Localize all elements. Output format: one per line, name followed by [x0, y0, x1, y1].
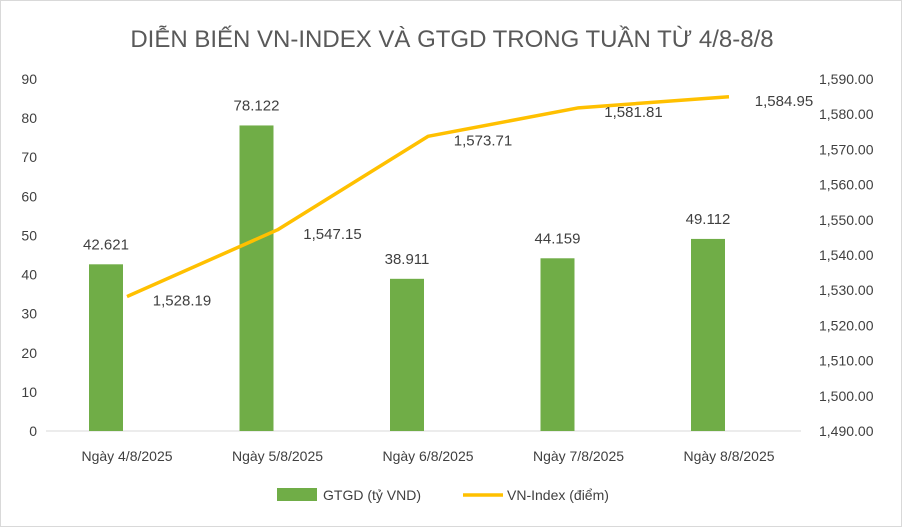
- y-left-tick-label: 40: [21, 267, 37, 283]
- y-right-tick-label: 1,560.00: [819, 177, 874, 193]
- bar-gtgd: [540, 258, 575, 431]
- y-left-tick-label: 10: [21, 384, 37, 400]
- x-tick-label: Ngày 5/8/2025: [232, 448, 323, 464]
- y-right-tick-label: 1,490.00: [819, 423, 874, 439]
- x-tick-label: Ngày 4/8/2025: [81, 448, 172, 464]
- legend-label-vnindex: VN-Index (điểm): [507, 487, 609, 503]
- y-left-tick-label: 80: [21, 110, 37, 126]
- x-tick-label: Ngày 6/8/2025: [382, 448, 473, 464]
- line-data-label: 1,581.81: [604, 104, 662, 121]
- y-left-tick-label: 90: [21, 71, 37, 87]
- y-left-tick-label: 20: [21, 345, 37, 361]
- bar-data-label: 42.621: [83, 236, 129, 253]
- bar-gtgd: [390, 278, 424, 431]
- y-left-tick-label: 30: [21, 306, 37, 322]
- line-data-label: 1,584.95: [755, 93, 813, 110]
- bar-gtgd: [239, 125, 274, 431]
- line-vnindex: [126, 95, 730, 299]
- legend-swatch-gtgd: [277, 488, 317, 501]
- y-right-tick-label: 1,530.00: [819, 282, 874, 298]
- x-tick-label: Ngày 8/8/2025: [683, 448, 774, 464]
- chart-title: DIỄN BIẾN VN-INDEX VÀ GTGD TRONG TUẦN TỪ…: [130, 24, 773, 53]
- y-left-tick-label: 70: [21, 149, 37, 165]
- y-right-tick-label: 1,540.00: [819, 247, 874, 263]
- bar-gtgd: [691, 238, 725, 431]
- y-right-tick-label: 1,550.00: [819, 212, 874, 228]
- bar-data-label: 44.159: [535, 230, 581, 247]
- y-left-tick-label: 0: [29, 423, 37, 439]
- x-tick-label: Ngày 7/8/2025: [533, 448, 624, 464]
- y-right-tick-label: 1,500.00: [819, 388, 874, 404]
- y-left-tick-label: 50: [21, 227, 37, 243]
- bar-data-label: 78.122: [234, 97, 280, 114]
- y-right-tick-label: 1,590.00: [819, 71, 874, 87]
- bar-data-label: 49.112: [686, 211, 731, 228]
- line-data-label: 1,528.19: [153, 293, 211, 310]
- y-right-tick-label: 1,510.00: [819, 353, 874, 369]
- y-right-tick-label: 1,570.00: [819, 141, 874, 157]
- bar-gtgd: [89, 264, 123, 431]
- bar-data-label: 38.911: [385, 251, 430, 268]
- line-data-label: 1,547.15: [303, 226, 361, 243]
- y-left-tick-label: 60: [21, 188, 37, 204]
- y-right-tick-label: 1,580.00: [819, 106, 874, 122]
- line-data-label: 1,573.71: [454, 132, 512, 149]
- legend-label-gtgd: GTGD (tỷ VND): [323, 487, 421, 503]
- y-right-tick-label: 1,520.00: [819, 317, 874, 333]
